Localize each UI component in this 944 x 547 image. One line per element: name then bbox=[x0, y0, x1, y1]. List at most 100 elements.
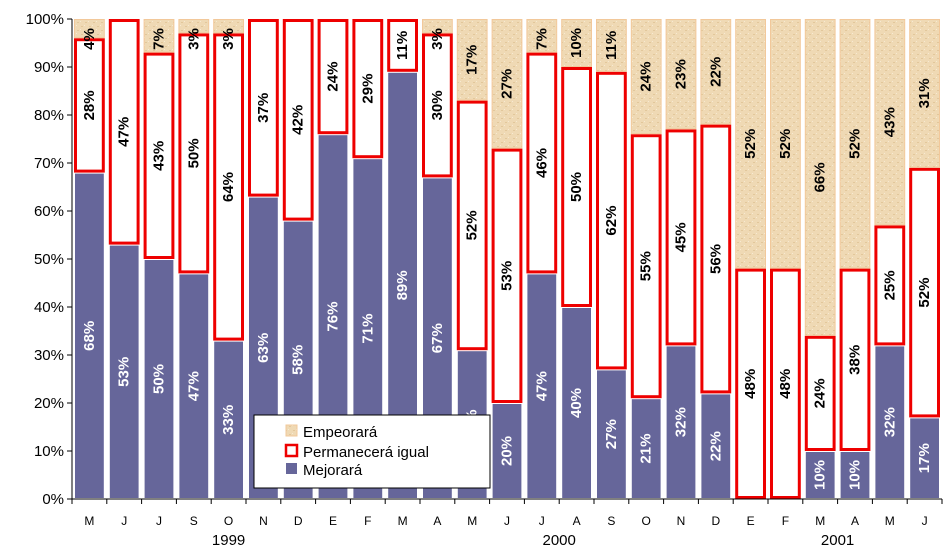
data-label-permanecera-1: 47% bbox=[116, 117, 133, 147]
data-label-empeorara-15: 11% bbox=[603, 31, 620, 60]
data-label-permanecera-22: 38% bbox=[847, 345, 864, 375]
data-label-mejorara-17: 32% bbox=[673, 407, 690, 437]
bar-mejorara-4 bbox=[213, 340, 244, 499]
data-label-mejorara-15: 27% bbox=[603, 419, 620, 449]
data-label-permanecera-9: 11% bbox=[394, 31, 411, 60]
data-label-mejorara-16: 21% bbox=[638, 434, 655, 464]
data-label-empeorara-23: 43% bbox=[881, 107, 898, 137]
bar-permanecera-0 bbox=[74, 38, 105, 173]
bar-permanecera-13 bbox=[526, 52, 558, 274]
legend-swatch-empeorara bbox=[285, 424, 298, 437]
x-tick-label-13: J bbox=[539, 514, 545, 528]
bar-permanecera-9 bbox=[387, 19, 419, 72]
bar-empeorara-15 bbox=[596, 19, 627, 72]
x-tick-label-21: M bbox=[815, 514, 825, 528]
y-tick-label-0: 0% bbox=[42, 491, 64, 508]
data-label-mejorara-13: 47% bbox=[533, 371, 550, 401]
x-tick-label-1: J bbox=[121, 514, 127, 528]
data-label-mejorara-12: 20% bbox=[499, 436, 516, 466]
x-tick-label-4: O bbox=[224, 514, 233, 528]
data-label-mejorara-0: 68% bbox=[81, 321, 98, 351]
data-label-permanecera-17: 45% bbox=[673, 222, 690, 252]
data-label-mejorara-24: 17% bbox=[916, 443, 933, 473]
bar-permanecera-24 bbox=[909, 167, 941, 418]
bar-permanecera-14 bbox=[561, 67, 593, 307]
bar-empeorara-17 bbox=[665, 19, 697, 130]
data-label-mejorara-5: 63% bbox=[255, 333, 272, 363]
data-label-permanecera-0: 28% bbox=[81, 90, 98, 120]
data-label-mejorara-22: 10% bbox=[847, 460, 864, 490]
bar-empeorara-2 bbox=[143, 19, 175, 53]
bar-empeorara-12 bbox=[491, 19, 523, 149]
y-tick-label-5: 50% bbox=[34, 251, 64, 268]
data-label-permanecera-24: 52% bbox=[916, 278, 933, 308]
data-label-empeorara-14: 10% bbox=[568, 28, 585, 58]
data-label-permanecera-3: 50% bbox=[185, 138, 202, 168]
bar-empeorara-22 bbox=[839, 19, 871, 269]
data-label-empeorara-17: 23% bbox=[673, 59, 690, 89]
data-label-permanecera-5: 37% bbox=[255, 93, 272, 123]
bar-empeorara-21 bbox=[804, 19, 836, 336]
data-label-permanecera-12: 53% bbox=[499, 261, 516, 291]
bar-mejorara-15 bbox=[596, 369, 627, 499]
x-tick-label-17: N bbox=[677, 514, 686, 528]
y-tick-label-4: 40% bbox=[34, 299, 64, 316]
x-tick-label-24: J bbox=[922, 514, 928, 528]
bar-permanecera-21 bbox=[804, 335, 836, 451]
bar-mejorara-23 bbox=[874, 345, 906, 499]
bar-permanecera-7 bbox=[317, 19, 349, 135]
data-label-permanecera-19: 48% bbox=[742, 369, 759, 399]
x-tick-label-10: A bbox=[433, 514, 441, 528]
x-tick-label-23: M bbox=[885, 514, 895, 528]
bar-empeorara-0 bbox=[74, 19, 105, 39]
bar-mejorara-1 bbox=[108, 244, 140, 499]
data-label-mejorara-2: 50% bbox=[151, 364, 168, 394]
year-label-2001: 2001 bbox=[821, 532, 854, 547]
data-label-empeorara-19: 52% bbox=[742, 129, 759, 159]
data-label-mejorara-9: 89% bbox=[394, 270, 411, 300]
data-label-empeorara-20: 52% bbox=[777, 129, 794, 159]
bar-empeorara-4 bbox=[213, 19, 244, 34]
legend-label-empeorara: Empeorará bbox=[303, 424, 378, 441]
bar-permanecera-15 bbox=[596, 71, 627, 370]
y-tick-label-7: 70% bbox=[34, 155, 64, 172]
y-tick-label-10: 100% bbox=[26, 11, 64, 28]
data-label-permanecera-2: 43% bbox=[151, 141, 168, 171]
bar-permanecera-20 bbox=[770, 268, 801, 499]
y-tick-label-3: 30% bbox=[34, 347, 64, 364]
bar-permanecera-12 bbox=[491, 148, 523, 403]
y-tick-label-6: 60% bbox=[34, 203, 64, 220]
data-label-permanecera-23: 25% bbox=[881, 270, 898, 300]
bar-empeorara-19 bbox=[735, 19, 767, 269]
bar-permanecera-17 bbox=[665, 129, 697, 346]
y-tick-label-2: 20% bbox=[34, 395, 64, 412]
x-tick-label-0: M bbox=[84, 514, 94, 528]
bar-empeorara-13 bbox=[526, 19, 558, 53]
bar-permanecera-19 bbox=[735, 268, 767, 499]
bar-permanecera-2 bbox=[143, 52, 175, 259]
bar-empeorara-10 bbox=[422, 19, 453, 34]
data-label-permanecera-7: 24% bbox=[325, 62, 342, 92]
x-tick-label-7: E bbox=[329, 514, 337, 528]
bar-permanecera-10 bbox=[422, 33, 453, 178]
data-label-empeorara-22: 52% bbox=[847, 129, 864, 159]
bar-permanecera-11 bbox=[456, 100, 488, 351]
bar-mejorara-3 bbox=[178, 273, 210, 499]
data-label-permanecera-16: 55% bbox=[638, 251, 655, 281]
x-tick-label-22: A bbox=[851, 514, 859, 528]
bar-permanecera-3 bbox=[178, 33, 210, 274]
year-label-1999: 1999 bbox=[212, 532, 245, 547]
data-label-permanecera-4: 64% bbox=[220, 172, 237, 202]
x-tick-label-5: N bbox=[259, 514, 268, 528]
legend-label-mejorara: Mejorará bbox=[303, 462, 363, 479]
data-label-permanecera-11: 52% bbox=[464, 210, 481, 240]
data-label-mejorara-8: 71% bbox=[359, 314, 376, 344]
bar-mejorara-21 bbox=[804, 451, 836, 499]
data-label-empeorara-16: 24% bbox=[638, 62, 655, 92]
bar-permanecera-1 bbox=[108, 19, 140, 245]
x-tick-label-19: E bbox=[747, 514, 755, 528]
data-label-mejorara-4: 33% bbox=[220, 405, 237, 435]
x-tick-label-15: S bbox=[607, 514, 615, 528]
data-label-empeorara-13: 7% bbox=[533, 28, 550, 50]
bar-mejorara-24 bbox=[909, 417, 941, 499]
